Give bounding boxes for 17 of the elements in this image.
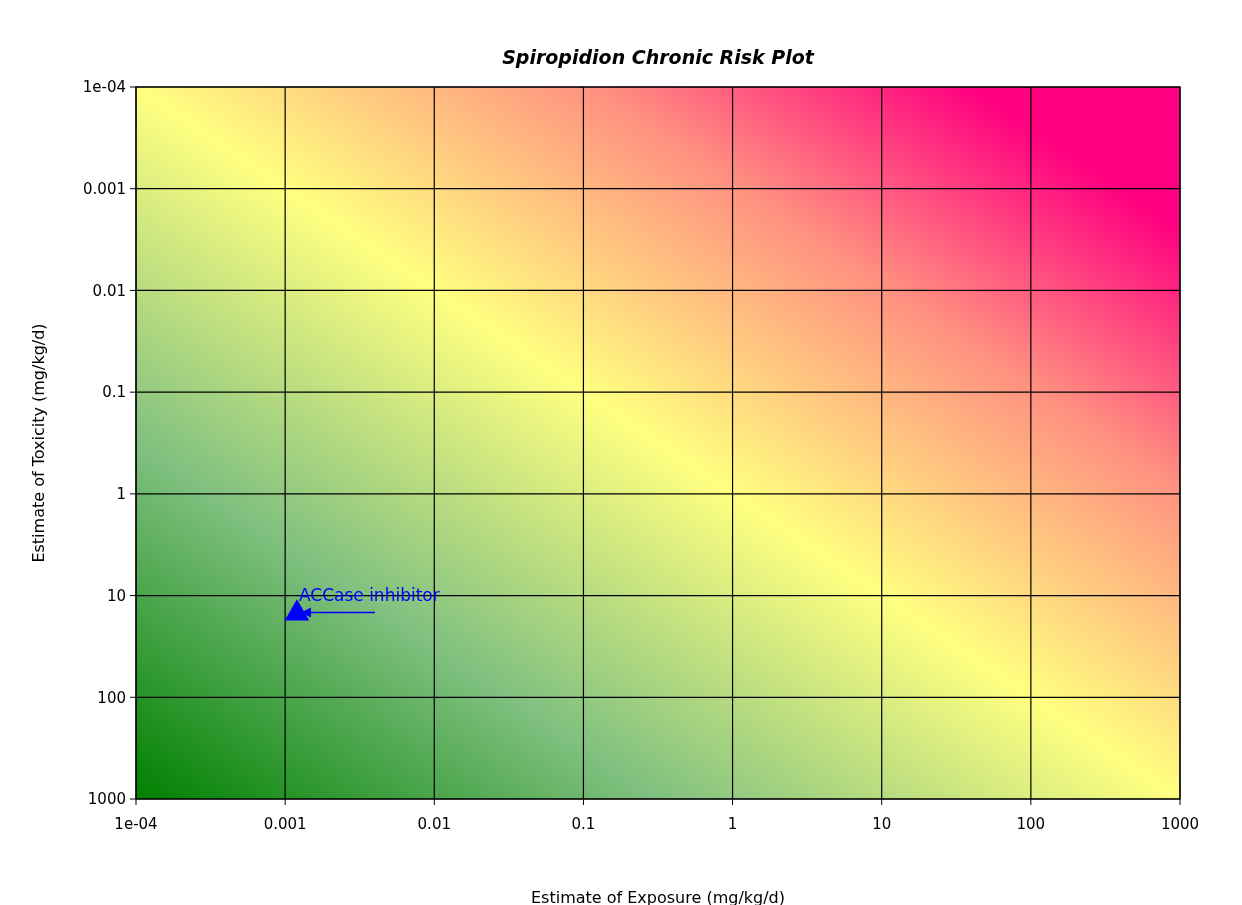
- y-tick-label: 100: [97, 688, 126, 707]
- y-tick-label: 1: [116, 485, 126, 504]
- x-tick-label: 10: [872, 815, 892, 833]
- y-tick-label: 0.1: [102, 383, 126, 402]
- x-tick-label: 1: [727, 815, 738, 833]
- x-tick-label: 0.1: [571, 815, 596, 833]
- chart-title: Spiropidion Chronic Risk Plot: [502, 46, 815, 68]
- x-tick-label: 100: [1016, 815, 1046, 833]
- y-tick-label: 10: [106, 586, 126, 605]
- x-tick-label: 1000: [1160, 815, 1200, 833]
- x-tick-label: 0.001: [263, 815, 307, 833]
- y-tick-label: 1e-04: [82, 78, 126, 97]
- y-tick-label: 0.01: [92, 281, 126, 300]
- y-axis-title: Estimate of Toxicity (mg/kg/d): [29, 323, 48, 563]
- x-tick-label: 0.01: [417, 815, 451, 833]
- y-tick-label: 0.001: [83, 179, 126, 198]
- y-tick-label: 1000: [87, 790, 126, 809]
